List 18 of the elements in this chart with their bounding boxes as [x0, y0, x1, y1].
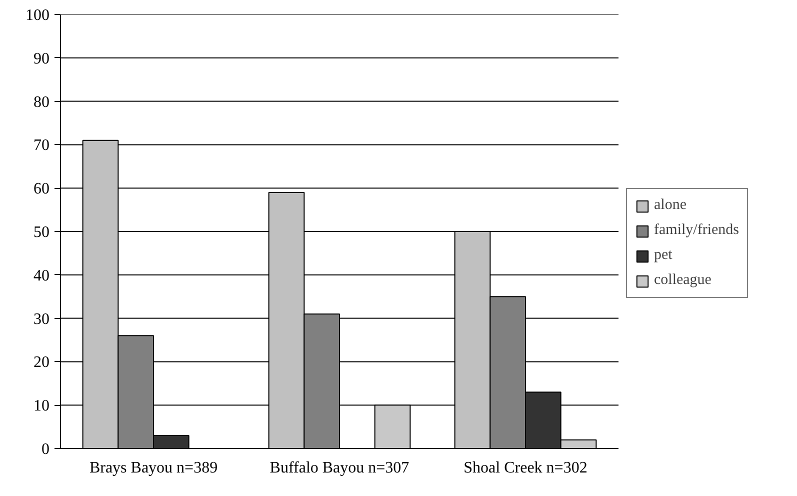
y-tick-label: 10: [34, 398, 50, 415]
y-tick-label: 60: [34, 180, 50, 198]
y-tick-label: 40: [34, 267, 50, 284]
legend-label: alone: [654, 197, 686, 214]
y-tick-label: 0: [42, 441, 50, 458]
legend-label: colleague: [654, 272, 712, 289]
y-tick-label: 70: [34, 137, 50, 154]
y-tick-label: 90: [34, 50, 50, 68]
legend-label: pet: [654, 247, 674, 264]
y-tick-label: 50: [34, 224, 50, 241]
y-tick-label: 20: [34, 354, 50, 372]
y-tick-label: 30: [34, 310, 50, 328]
x-tick-label: Brays Bayou n=389: [89, 460, 218, 476]
legend-label: family/friends: [654, 222, 739, 239]
x-tick-label: Buffalo Bayou n=307: [270, 460, 410, 476]
x-tick-label: Shoal Creek n=302: [464, 460, 588, 476]
y-tick-label: 80: [34, 94, 50, 111]
y-tick-label: 100: [26, 7, 50, 24]
